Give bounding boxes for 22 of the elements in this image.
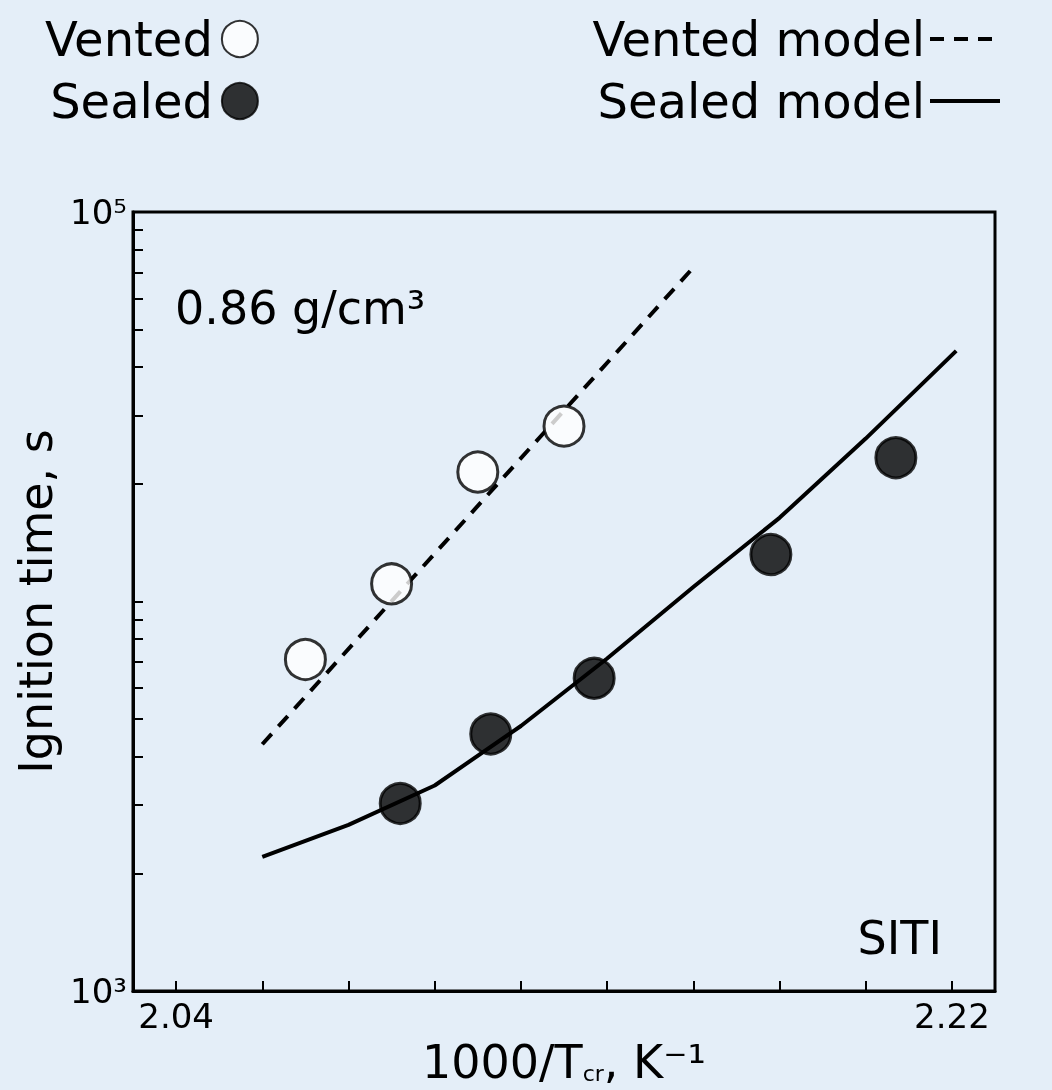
x-tick-label: 2.04 bbox=[138, 996, 214, 1036]
point bbox=[874, 436, 918, 480]
y-tick-label: 10⁵ bbox=[70, 192, 127, 232]
line-series bbox=[260, 348, 959, 859]
point bbox=[469, 712, 513, 756]
legend-label: Sealed model bbox=[597, 73, 925, 129]
legend-label: Vented bbox=[44, 11, 213, 67]
point bbox=[749, 533, 793, 577]
legend-label: Sealed bbox=[50, 73, 213, 129]
y-axis-title: Ignition time, s bbox=[9, 429, 64, 774]
point bbox=[283, 637, 327, 681]
point bbox=[572, 656, 616, 700]
point bbox=[370, 562, 414, 606]
x-tick-label: 2.22 bbox=[914, 996, 990, 1036]
y-tick-label: 10³ bbox=[70, 971, 127, 1011]
point bbox=[542, 404, 586, 448]
annotation: SITI bbox=[857, 911, 943, 965]
point bbox=[378, 781, 422, 825]
point bbox=[456, 450, 500, 494]
annotation: 0.86 g/cm³ bbox=[175, 281, 426, 335]
legend-label: Vented model bbox=[592, 11, 925, 67]
x-axis-title: 1000/Tcr, K⁻¹ bbox=[422, 1035, 706, 1089]
